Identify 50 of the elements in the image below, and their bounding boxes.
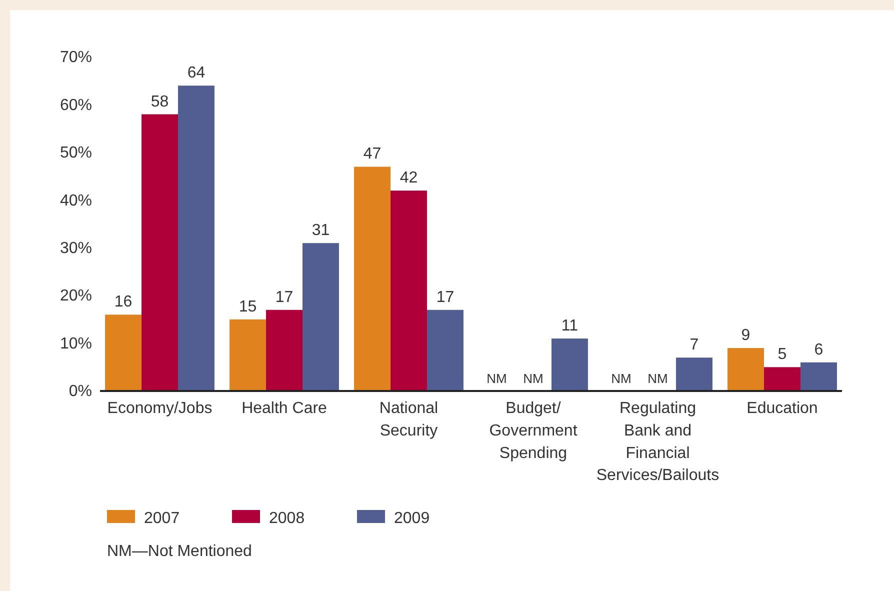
bar <box>676 358 712 391</box>
bar <box>302 243 339 391</box>
text: NM <box>523 371 544 386</box>
legend-label: 2007 <box>144 510 180 527</box>
data-label: 5 <box>778 346 787 364</box>
y-tick-label: 40% <box>60 192 92 210</box>
data-label: 9 <box>741 327 750 344</box>
bar <box>426 310 464 391</box>
bar <box>764 367 800 391</box>
x-tick-label: Education <box>746 400 818 417</box>
bar <box>266 310 302 391</box>
data-label: 17 <box>275 288 294 306</box>
text: NM <box>648 371 668 386</box>
data-label: 64 <box>187 64 206 82</box>
x-tick-label: Regulating Bank and Financial Services/Bailouts <box>596 400 720 484</box>
bar <box>390 190 427 391</box>
data-label: 11 <box>561 318 578 335</box>
bar <box>728 348 764 391</box>
bar <box>354 166 391 391</box>
legend-label: 2009 <box>394 510 430 527</box>
data-label: 6 <box>814 341 824 358</box>
bar <box>178 86 214 391</box>
data-label: 42 <box>400 170 418 187</box>
data-label: 15 <box>238 298 257 316</box>
data-label: 31 <box>312 222 330 240</box>
data-label: 58 <box>150 93 169 110</box>
text: NM <box>611 371 632 386</box>
data-label: 7 <box>690 336 699 354</box>
bar <box>800 362 837 391</box>
legend-label: 2008 <box>269 510 305 527</box>
y-tick-label: 50% <box>60 144 92 162</box>
bar <box>551 338 588 391</box>
text: NM <box>486 371 507 386</box>
y-tick-label: 0% <box>68 383 92 400</box>
bar <box>142 114 178 391</box>
y-tick-label: 60% <box>60 96 92 114</box>
bar <box>230 319 266 391</box>
data-label: 16 <box>114 294 132 311</box>
data-label: 17 <box>436 288 454 306</box>
x-tick-label: Economy/Jobs <box>107 400 212 417</box>
x-tick-label: Health Care <box>242 400 328 417</box>
bar <box>105 314 142 391</box>
text: NM—Not Mentioned <box>107 543 252 560</box>
y-tick-label: 30% <box>60 240 92 257</box>
y-tick-label: 20% <box>60 288 92 305</box>
x-tick-label: Budget/ Government Spending <box>489 400 578 462</box>
y-tick-label: 70% <box>60 49 92 66</box>
x-tick-label: National Security <box>379 400 438 440</box>
data-label: 47 <box>363 146 382 163</box>
y-tick-label: 10% <box>60 335 92 352</box>
